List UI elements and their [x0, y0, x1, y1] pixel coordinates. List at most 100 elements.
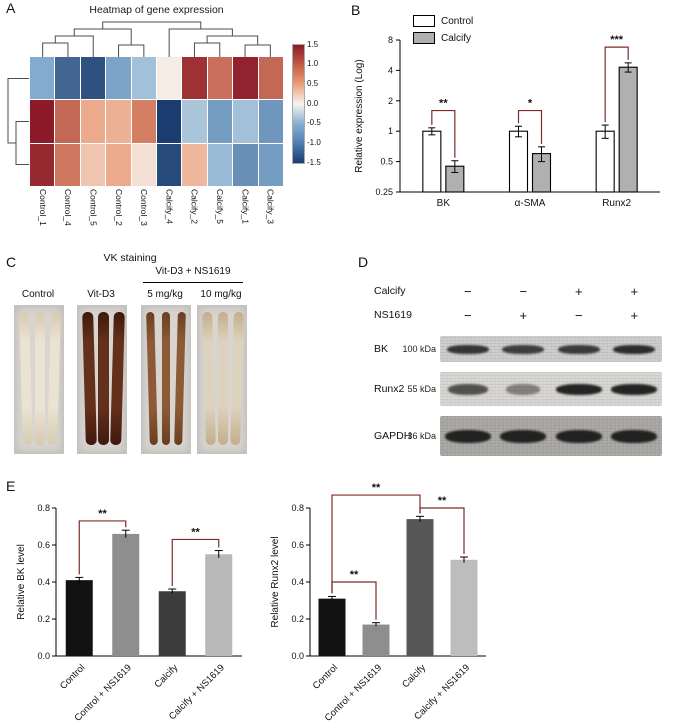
wb-band — [555, 383, 602, 395]
dendrogram-branch — [7, 78, 29, 144]
runx2-significance-stars: ** — [350, 569, 359, 581]
heatmap-cell — [156, 100, 182, 143]
wb-band — [444, 429, 491, 443]
heatmap-column-label: Calcify_5 — [207, 189, 232, 245]
heatmap-column-labels: Control_1 Control_4 Control_5 Control_2 Cont… — [30, 189, 283, 245]
wb-protein-label-bk: BK — [374, 343, 389, 355]
bk-bar — [112, 533, 140, 656]
bk-significance-bracket — [171, 538, 220, 587]
vk-group-underline — [143, 282, 243, 283]
legend-item: Control — [413, 15, 473, 27]
legend-label: Calcify — [441, 32, 472, 44]
runx2-y-axis-label: Relative Runx2 level — [270, 536, 281, 627]
runx2-bar — [450, 559, 478, 656]
b-category-label: Runx2 — [602, 198, 631, 209]
heatmap-cell — [233, 143, 258, 186]
wb-sign: + — [574, 284, 583, 299]
heatmap-cell — [207, 143, 233, 186]
bk-y-axis-label: Relative BK level — [16, 544, 27, 620]
b-significance-bracket — [517, 109, 543, 144]
heatmap-grid — [30, 57, 283, 186]
b-significance-bracket — [604, 46, 629, 123]
b-significance-bracket — [431, 109, 456, 158]
bk-y-tick-label: 0.2 — [37, 614, 50, 624]
runx2-x-tick-label: Control — [311, 662, 340, 691]
b-significance-stars: *** — [610, 34, 624, 46]
runx2-y-tick-label: 0.2 — [291, 614, 304, 624]
runx2-significance-stars: ** — [372, 482, 381, 494]
heatmap-cell — [55, 143, 80, 186]
vk-column-label-control: Control — [21, 289, 55, 300]
colorbar-tick-label: 0.0 — [307, 98, 319, 108]
b-y-tick-label: 8 — [388, 35, 393, 45]
bk-x-tick-label: Calcify — [152, 662, 180, 690]
vk-photo-control — [14, 305, 64, 454]
vk-photo-5mg — [141, 305, 191, 454]
heatmap-column-label: Calcify_3 — [258, 189, 283, 245]
dendrogram-branch — [54, 35, 94, 57]
vk-strip — [19, 311, 33, 446]
heatmap-cell — [131, 57, 156, 100]
wb-sign: − — [463, 308, 472, 323]
wb-kda-label-runx2: 55 kDa — [407, 384, 436, 394]
dendrogram-branch — [118, 44, 145, 57]
heatmap-column-label-text: Control_4 — [63, 189, 74, 226]
b-y-tick-label: 2 — [388, 96, 393, 106]
heatmap-column-label: Control_4 — [55, 189, 80, 245]
heatmap-column-label-text: Calcify_3 — [265, 189, 276, 224]
b-bar-control — [508, 130, 529, 193]
b-y-axis-label: Relative expression (Log) — [354, 59, 365, 172]
heatmap-cell — [258, 143, 283, 186]
legend-swatch — [413, 32, 435, 44]
wb-row-label-ns1619: NS1619 — [374, 309, 412, 321]
bk-y-tick-label: 0.6 — [37, 540, 50, 550]
heatmap-column-label: Control_3 — [131, 189, 156, 245]
vk-strip — [162, 312, 170, 445]
vk-strip — [98, 312, 109, 445]
wb-sign: + — [630, 284, 639, 299]
heatmap-column-label-text: Calcify_2 — [189, 189, 200, 224]
heatmap-cell — [156, 57, 182, 100]
wb-sign: + — [519, 308, 528, 323]
heatmap-column-label-text: Control_3 — [139, 189, 150, 226]
heatmap-cell — [30, 143, 55, 186]
colorbar-tick-label: 1.0 — [307, 59, 319, 69]
wb-sign: − — [463, 284, 472, 299]
colorbar-tick-label: 0.5 — [307, 78, 319, 88]
panel-label-e: E — [6, 478, 16, 494]
wb-sign: + — [630, 308, 639, 323]
runx2-significance-bracket — [419, 507, 465, 555]
dendrogram-branch — [42, 42, 69, 57]
vk-title: VK staining — [103, 252, 157, 264]
b-y-tick-label: 0.25 — [375, 187, 393, 197]
wb-band — [500, 429, 547, 443]
wb-blot-runx2 — [440, 372, 662, 406]
dendrogram-branch — [244, 44, 271, 57]
heatmap-cell — [131, 100, 156, 143]
bk-significance-bracket — [78, 520, 127, 575]
runx2-significance-stars: ** — [438, 495, 447, 507]
vk-strip — [82, 311, 97, 446]
wb-band — [611, 429, 658, 443]
wb-blot-gapdh — [440, 416, 662, 456]
legend-swatch — [413, 15, 435, 27]
runx2-y-tick-label: 0.6 — [291, 540, 304, 550]
heatmap-cell — [80, 100, 106, 143]
runx2-x-tick-label: Calcify — [400, 662, 428, 690]
b-significance-stars: ** — [439, 98, 448, 110]
dendrogram-branch — [206, 35, 259, 45]
vk-column-label-vitd3: Vit-D3 — [87, 289, 115, 300]
heatmap-cell — [106, 57, 131, 100]
vk-strip — [47, 311, 61, 446]
legend: Control Calcify — [413, 15, 473, 49]
bk-y-tick-label: 0.8 — [37, 503, 50, 513]
runx2-bar — [318, 598, 346, 656]
wb-sign: − — [519, 284, 528, 299]
b-y-tick-label: 0.5 — [380, 157, 393, 167]
bk-significance-stars: ** — [98, 508, 107, 520]
wb-band — [613, 344, 656, 354]
wb-protein-label-runx2: Runx2 — [374, 383, 405, 395]
panel-label-d: D — [358, 254, 369, 270]
heatmap-cell — [106, 100, 131, 143]
